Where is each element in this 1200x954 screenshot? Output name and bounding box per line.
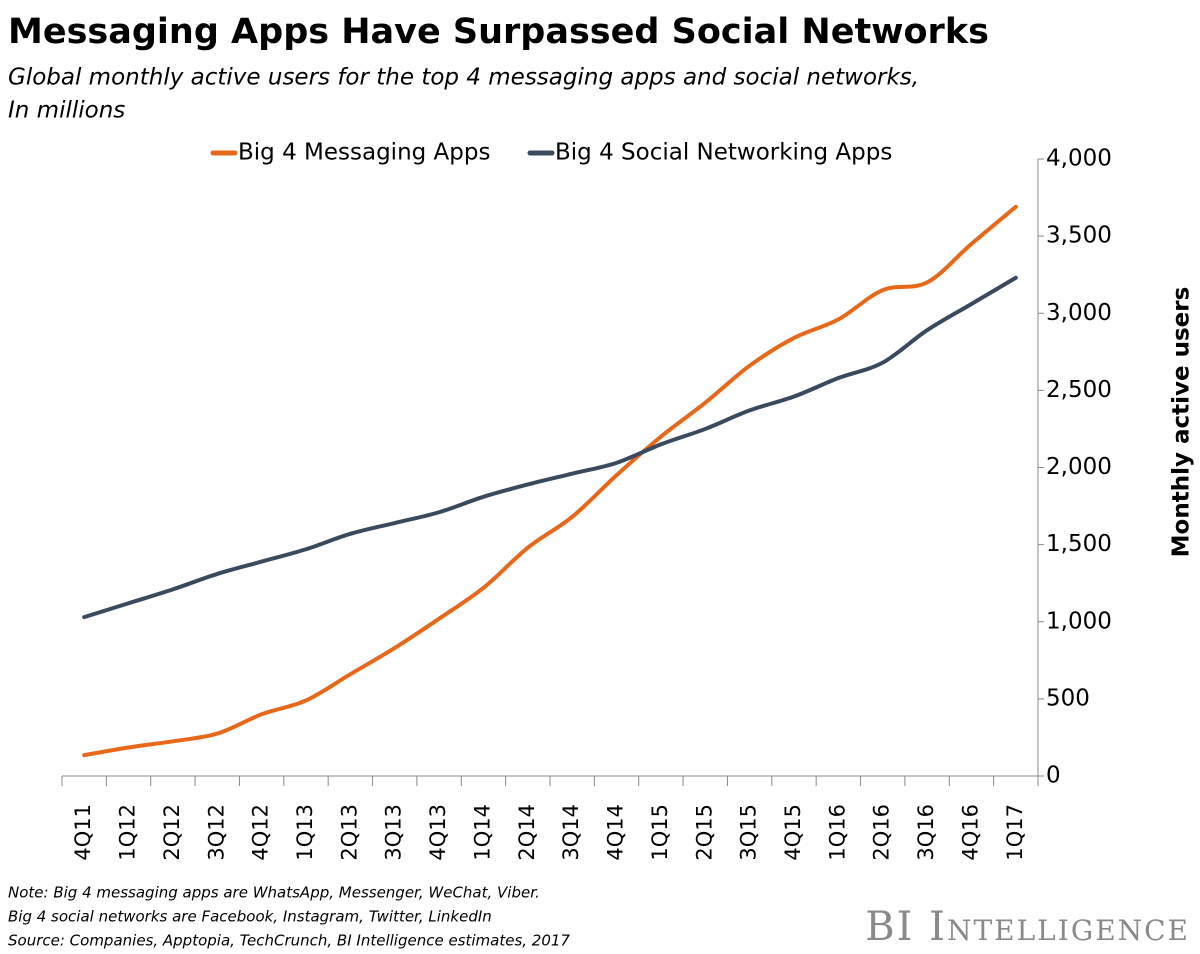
- y-tick-label: 1,000: [1046, 608, 1112, 634]
- y-tick-label: 4,000: [1046, 146, 1112, 172]
- x-tick-label: 3Q15: [737, 804, 761, 861]
- y-tick-label: 3,000: [1046, 300, 1112, 326]
- y-tick-label: 2,000: [1046, 454, 1112, 480]
- x-tick-label: 3Q16: [914, 804, 938, 861]
- x-tick-label: 1Q16: [825, 804, 849, 861]
- subtitle: In millions: [8, 98, 125, 124]
- x-tick-label: 2Q14: [515, 804, 539, 861]
- brand-logo: BI Intelligence: [865, 904, 1190, 950]
- y-tick-label: 500: [1046, 685, 1090, 711]
- legend-label: Big 4 Messaging Apps: [238, 140, 490, 166]
- x-tick-label: 2Q13: [337, 804, 361, 861]
- x-tick-label: 4Q12: [249, 804, 273, 861]
- x-tick-label: 4Q14: [604, 804, 628, 861]
- note: Source: Companies, Apptopia, TechCrunch,…: [8, 932, 570, 950]
- note: Big 4 social networks are Facebook, Inst…: [8, 908, 492, 926]
- y-tick-label: 2,500: [1046, 377, 1112, 403]
- x-tick-label: 1Q17: [1003, 804, 1027, 861]
- x-tick-label: 1Q13: [293, 804, 317, 861]
- x-tick-label: 1Q12: [116, 804, 140, 861]
- x-tick-label: 4Q16: [958, 804, 982, 861]
- y-tick-label: 3,500: [1046, 223, 1112, 249]
- x-tick-label: 1Q15: [648, 804, 672, 861]
- x-tick-label: 4Q15: [781, 804, 805, 861]
- y-tick-label: 0: [1046, 763, 1061, 789]
- x-tick-label: 2Q12: [160, 804, 184, 861]
- line-series: [82, 275, 1018, 620]
- x-tick-label: 4Q11: [71, 804, 95, 861]
- x-tick-label: 2Q15: [692, 804, 716, 861]
- x-tick-label: 1Q14: [470, 804, 494, 861]
- x-tick-label: 3Q13: [382, 804, 406, 861]
- chart-title: Messaging Apps Have Surpassed Social Net…: [8, 12, 989, 52]
- legend-label: Big 4 Social Networking Apps: [555, 140, 892, 166]
- subtitle: Global monthly active users for the top …: [8, 65, 919, 91]
- line-series: [82, 204, 1018, 758]
- y-tick-label: 1,500: [1046, 531, 1112, 557]
- x-tick-label: 2Q16: [870, 804, 894, 861]
- y-axis-label: Monthly active users: [1169, 287, 1195, 558]
- x-tick-label: 4Q13: [426, 804, 450, 861]
- x-tick-label: 3Q14: [559, 804, 583, 861]
- note: Note: Big 4 messaging apps are WhatsApp,…: [8, 884, 540, 902]
- x-tick-label: 3Q12: [204, 804, 228, 861]
